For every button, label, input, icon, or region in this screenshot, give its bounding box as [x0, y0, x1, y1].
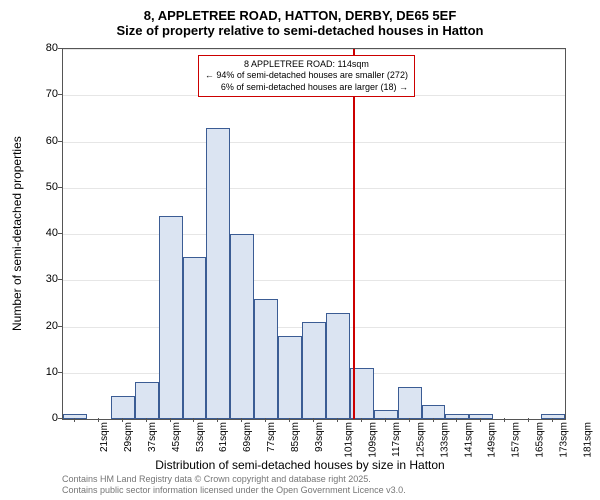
annotation-box: 8 APPLETREE ROAD: 114sqm ← 94% of semi-d…	[198, 55, 415, 97]
x-tick-label: 69sqm	[242, 422, 253, 452]
y-tick-label: 70	[28, 88, 58, 100]
y-tick-label: 20	[28, 320, 58, 332]
y-tick-mark	[58, 326, 62, 327]
x-tick-mark	[289, 418, 290, 422]
x-tick-mark	[313, 418, 314, 422]
x-tick-label: 93sqm	[314, 422, 325, 452]
x-tick-mark	[146, 418, 147, 422]
x-tick-mark	[480, 418, 481, 422]
y-tick-mark	[58, 141, 62, 142]
x-tick-mark	[528, 418, 529, 422]
histogram-bar	[422, 405, 446, 419]
footer-line-2: Contains public sector information licen…	[62, 485, 406, 496]
gridline	[63, 49, 565, 50]
histogram-bar	[278, 336, 302, 419]
y-tick-label: 10	[28, 366, 58, 378]
x-tick-label: 77sqm	[266, 422, 277, 452]
y-tick-label: 60	[28, 135, 58, 147]
x-tick-label: 37sqm	[147, 422, 158, 452]
gridline	[63, 142, 565, 143]
histogram-bar	[254, 299, 278, 419]
annotation-line-3: 6% of semi-detached houses are larger (1…	[205, 82, 408, 93]
histogram-bar	[302, 322, 326, 419]
histogram-bar	[135, 382, 159, 419]
x-tick-mark	[552, 418, 553, 422]
title-address: 8, APPLETREE ROAD, HATTON, DERBY, DE65 5…	[0, 8, 600, 23]
x-tick-label: 29sqm	[123, 422, 134, 452]
x-tick-label: 141sqm	[463, 422, 474, 458]
x-tick-label: 21sqm	[99, 422, 110, 452]
x-tick-mark	[265, 418, 266, 422]
gridline	[63, 419, 565, 420]
x-tick-label: 101sqm	[344, 422, 355, 458]
plot-area: 8 APPLETREE ROAD: 114sqm ← 94% of semi-d…	[62, 48, 566, 420]
x-tick-label: 133sqm	[439, 422, 450, 458]
reference-line	[353, 49, 355, 419]
annotation-line-1: 8 APPLETREE ROAD: 114sqm	[205, 59, 408, 70]
x-tick-mark	[98, 418, 99, 422]
gridline	[63, 280, 565, 281]
gridline	[63, 188, 565, 189]
y-tick-mark	[58, 48, 62, 49]
y-tick-mark	[58, 372, 62, 373]
x-tick-label: 165sqm	[535, 422, 546, 458]
histogram-bar	[183, 257, 207, 419]
histogram-bar	[398, 387, 422, 419]
y-axis-label: Number of semi-detached properties	[10, 136, 24, 331]
x-tick-mark	[170, 418, 171, 422]
x-tick-mark	[504, 418, 505, 422]
title-subtitle: Size of property relative to semi-detach…	[0, 23, 600, 38]
chart-container: 8, APPLETREE ROAD, HATTON, DERBY, DE65 5…	[0, 0, 600, 500]
y-tick-label: 0	[28, 412, 58, 424]
x-tick-label: 117sqm	[391, 422, 402, 457]
x-tick-label: 53sqm	[195, 422, 206, 452]
histogram-bar	[63, 414, 87, 419]
x-tick-mark	[361, 418, 362, 422]
x-tick-label: 181sqm	[583, 422, 594, 458]
x-tick-label: 61sqm	[218, 422, 229, 452]
footer-attribution: Contains HM Land Registry data © Crown c…	[62, 474, 406, 496]
y-tick-mark	[58, 233, 62, 234]
x-tick-mark	[217, 418, 218, 422]
x-tick-mark	[122, 418, 123, 422]
x-tick-mark	[433, 418, 434, 422]
x-tick-label: 149sqm	[487, 422, 498, 458]
x-tick-label: 173sqm	[559, 422, 570, 458]
y-tick-mark	[58, 279, 62, 280]
y-tick-label: 50	[28, 181, 58, 193]
x-tick-mark	[193, 418, 194, 422]
y-tick-label: 30	[28, 273, 58, 285]
histogram-bar	[206, 128, 230, 419]
x-tick-mark	[409, 418, 410, 422]
histogram-bar	[159, 216, 183, 420]
x-tick-label: 125sqm	[415, 422, 426, 458]
x-tick-mark	[385, 418, 386, 422]
x-axis-label: Distribution of semi-detached houses by …	[0, 458, 600, 472]
x-tick-mark	[456, 418, 457, 422]
histogram-bar	[326, 313, 350, 419]
histogram-bar	[111, 396, 135, 419]
x-tick-label: 157sqm	[511, 422, 522, 458]
y-tick-label: 80	[28, 42, 58, 54]
footer-line-1: Contains HM Land Registry data © Crown c…	[62, 474, 406, 485]
y-tick-mark	[58, 94, 62, 95]
x-tick-label: 85sqm	[290, 422, 301, 452]
x-tick-label: 45sqm	[171, 422, 182, 452]
y-tick-mark	[58, 418, 62, 419]
annotation-line-2: ← 94% of semi-detached houses are smalle…	[205, 70, 408, 81]
x-tick-mark	[74, 418, 75, 422]
x-tick-label: 109sqm	[367, 422, 378, 458]
x-tick-mark	[241, 418, 242, 422]
y-tick-mark	[58, 187, 62, 188]
title-block: 8, APPLETREE ROAD, HATTON, DERBY, DE65 5…	[0, 0, 600, 38]
histogram-bar	[230, 234, 254, 419]
gridline	[63, 234, 565, 235]
y-tick-label: 40	[28, 227, 58, 239]
x-tick-mark	[337, 418, 338, 422]
